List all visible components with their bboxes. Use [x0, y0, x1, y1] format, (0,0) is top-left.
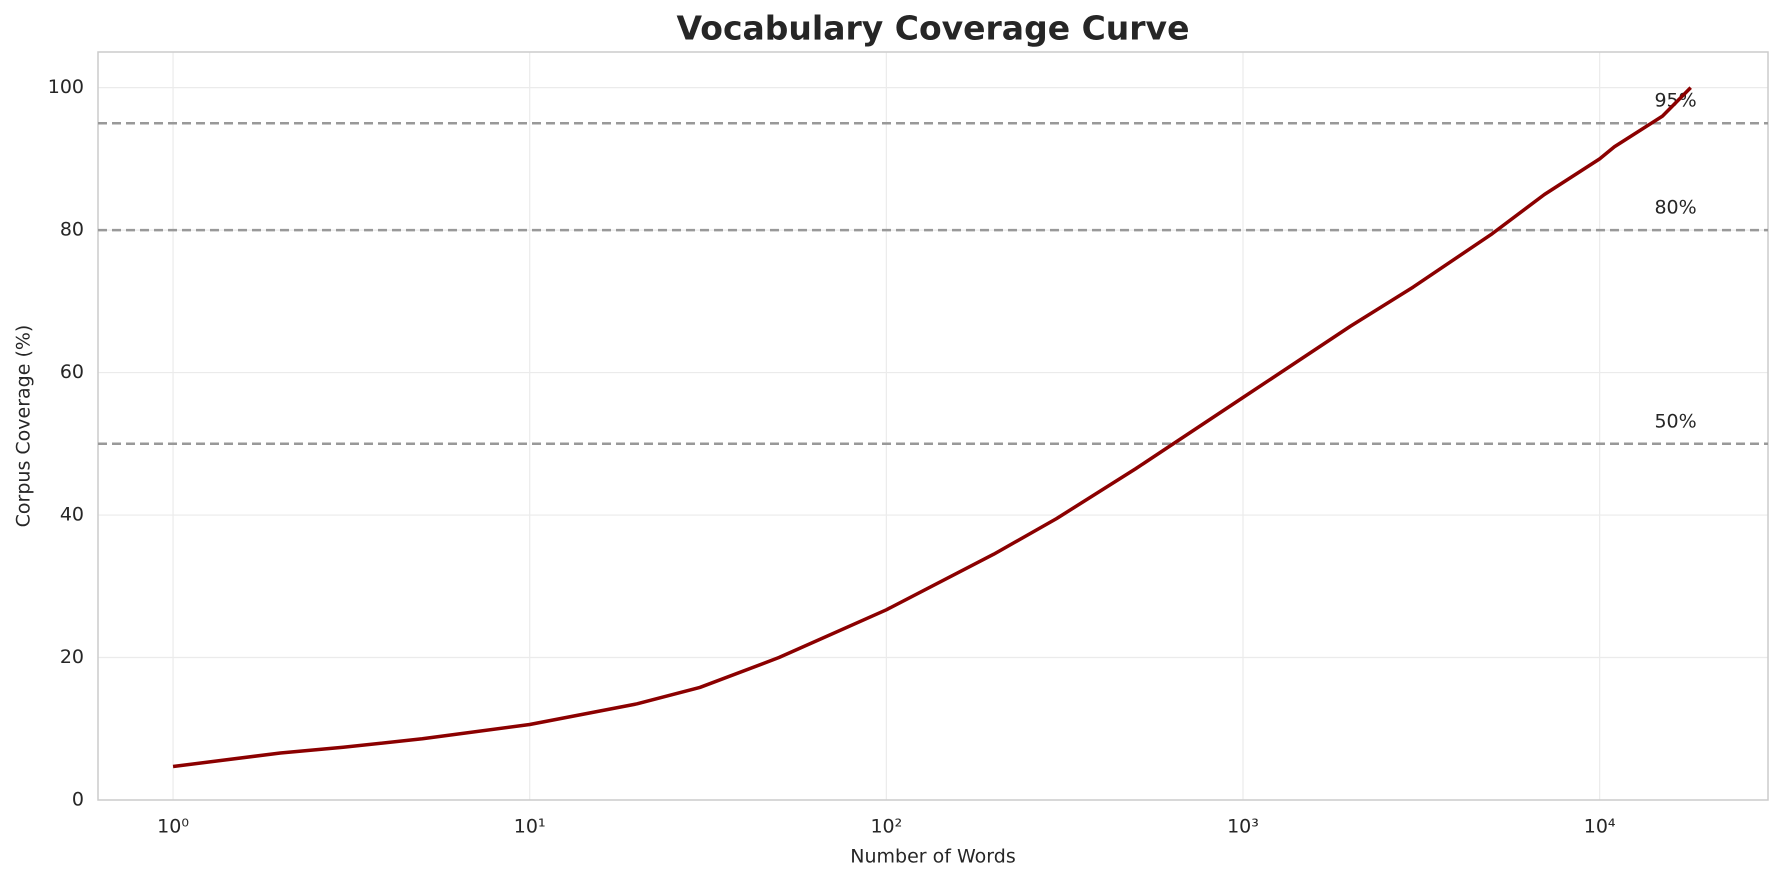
y-tick-label: 40	[60, 504, 84, 526]
y-tick-label: 60	[60, 361, 84, 383]
y-tick-label: 0	[72, 789, 84, 811]
plot-frame	[97, 51, 1769, 801]
y-axis-label: Corpus Coverage (%)	[13, 325, 35, 528]
y-tick-label: 100	[48, 76, 84, 98]
x-tick-label: 10³	[1227, 816, 1259, 838]
data-line	[172, 86, 1692, 769]
x-tick-label: 10⁴	[1584, 816, 1616, 838]
reference-label: 50%	[1654, 410, 1696, 432]
x-tick-label: 10²	[870, 816, 902, 838]
y-tick-label: 20	[60, 646, 84, 668]
y-tick-label: 80	[60, 219, 84, 241]
x-tick-label: 10¹	[514, 816, 546, 838]
chart-title: Vocabulary Coverage Curve	[677, 9, 1190, 48]
reference-label: 80%	[1654, 197, 1696, 219]
x-axis-label: Number of Words	[850, 846, 1015, 868]
x-tick-label: 10⁰	[157, 816, 189, 838]
